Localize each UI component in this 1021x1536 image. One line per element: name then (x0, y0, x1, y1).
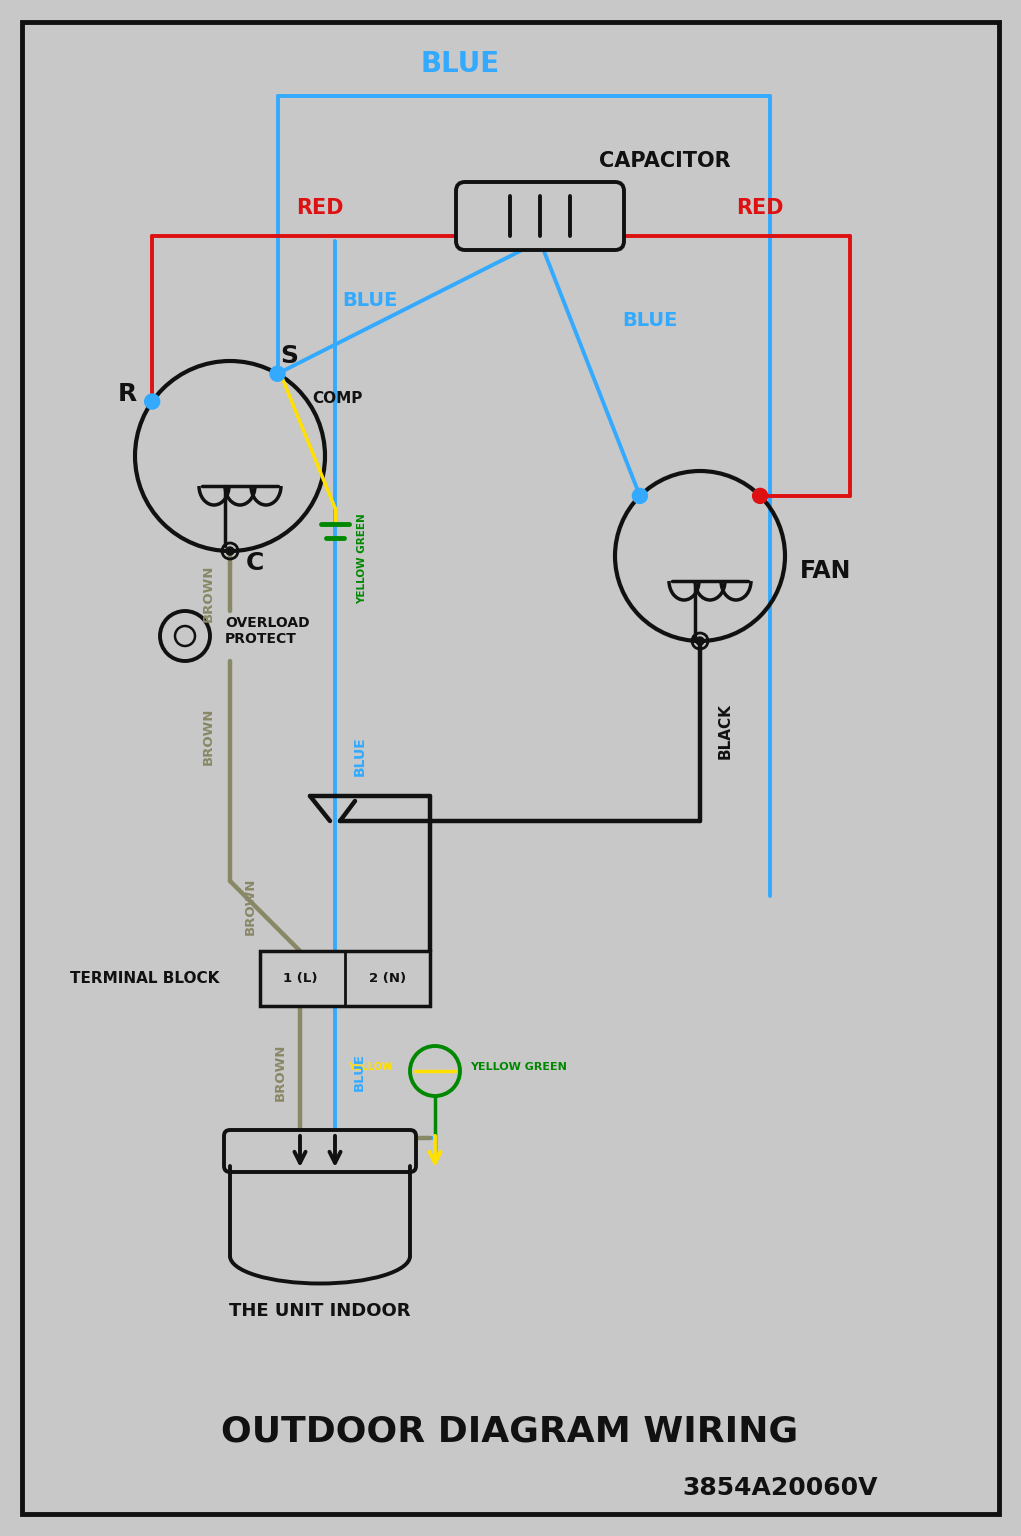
FancyBboxPatch shape (260, 951, 430, 1006)
Text: TERMINAL BLOCK: TERMINAL BLOCK (70, 971, 220, 986)
Text: RED: RED (296, 198, 344, 218)
Circle shape (696, 637, 704, 645)
Text: R: R (117, 381, 137, 406)
Text: YELLOW GREEN: YELLOW GREEN (357, 513, 367, 604)
Text: COMP: COMP (312, 392, 362, 406)
Text: BLUE: BLUE (342, 290, 398, 310)
Text: BLUE: BLUE (353, 1054, 366, 1091)
Circle shape (270, 366, 285, 381)
Text: BROWN: BROWN (201, 707, 214, 765)
Text: BLUE: BLUE (353, 736, 367, 776)
FancyBboxPatch shape (456, 181, 624, 250)
Text: 1 (L): 1 (L) (283, 972, 318, 985)
Text: FAN: FAN (800, 559, 852, 584)
Text: OVERLOAD
PROTECT: OVERLOAD PROTECT (225, 616, 309, 647)
Text: 3854A20060V: 3854A20060V (682, 1476, 878, 1501)
Text: C: C (246, 551, 264, 574)
Text: THE UNIT INDOOR: THE UNIT INDOOR (230, 1303, 410, 1319)
Text: 2 (N): 2 (N) (370, 972, 406, 985)
Text: YELLOW GREEN: YELLOW GREEN (470, 1061, 567, 1072)
Text: OUTDOOR DIAGRAM WIRING: OUTDOOR DIAGRAM WIRING (222, 1415, 798, 1448)
Text: CAPACITOR: CAPACITOR (599, 151, 731, 170)
Text: BLUE: BLUE (623, 310, 678, 330)
Text: S: S (281, 344, 298, 367)
Text: BROWN: BROWN (274, 1043, 287, 1101)
FancyBboxPatch shape (224, 1130, 416, 1172)
Text: BROWN: BROWN (243, 877, 256, 935)
Text: YELLOW: YELLOW (348, 1061, 393, 1072)
Text: BROWN: BROWN (201, 565, 214, 622)
Circle shape (632, 488, 647, 504)
Text: RED: RED (736, 198, 784, 218)
Circle shape (226, 547, 234, 554)
Circle shape (752, 488, 768, 504)
Text: BLUE: BLUE (421, 51, 499, 78)
Text: BLACK: BLACK (718, 703, 733, 759)
Circle shape (145, 395, 159, 409)
